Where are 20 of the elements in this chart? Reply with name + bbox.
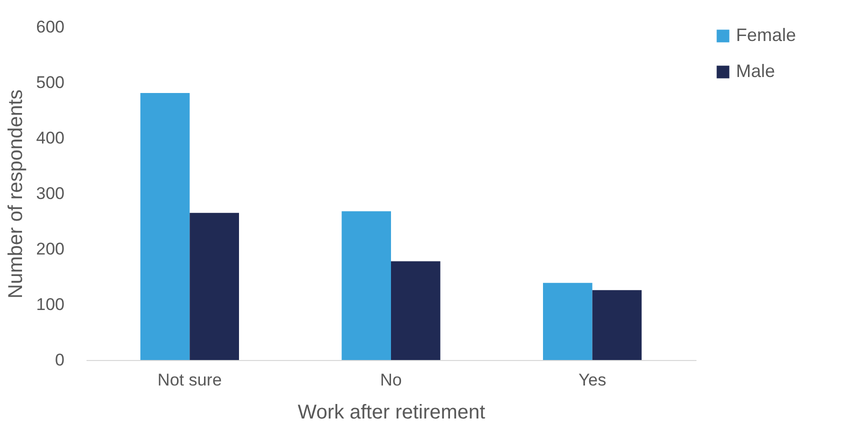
bar xyxy=(542,282,592,360)
y-tick-label: 400 xyxy=(36,128,64,148)
x-axis-title: Work after retirement xyxy=(298,402,486,424)
bar xyxy=(190,212,240,360)
y-tick-label: 500 xyxy=(36,73,64,92)
y-tick-label: 200 xyxy=(36,240,64,258)
y-tick-label: 300 xyxy=(36,184,64,203)
y-tick-label: 600 xyxy=(36,18,64,36)
bar xyxy=(342,211,391,360)
legend-label: Female xyxy=(736,25,796,45)
x-tick-label: Yes xyxy=(578,370,606,390)
x-tick-label: No xyxy=(380,370,402,390)
legend-label: Male xyxy=(736,61,776,81)
bar xyxy=(140,93,190,360)
y-tick-label: 0 xyxy=(55,350,64,370)
y-axis-title: Number of respondents xyxy=(5,89,28,299)
bar xyxy=(592,290,642,360)
y-tick-label: 100 xyxy=(36,295,64,314)
bar xyxy=(391,261,440,360)
x-tick-label: Not sure xyxy=(158,370,222,390)
